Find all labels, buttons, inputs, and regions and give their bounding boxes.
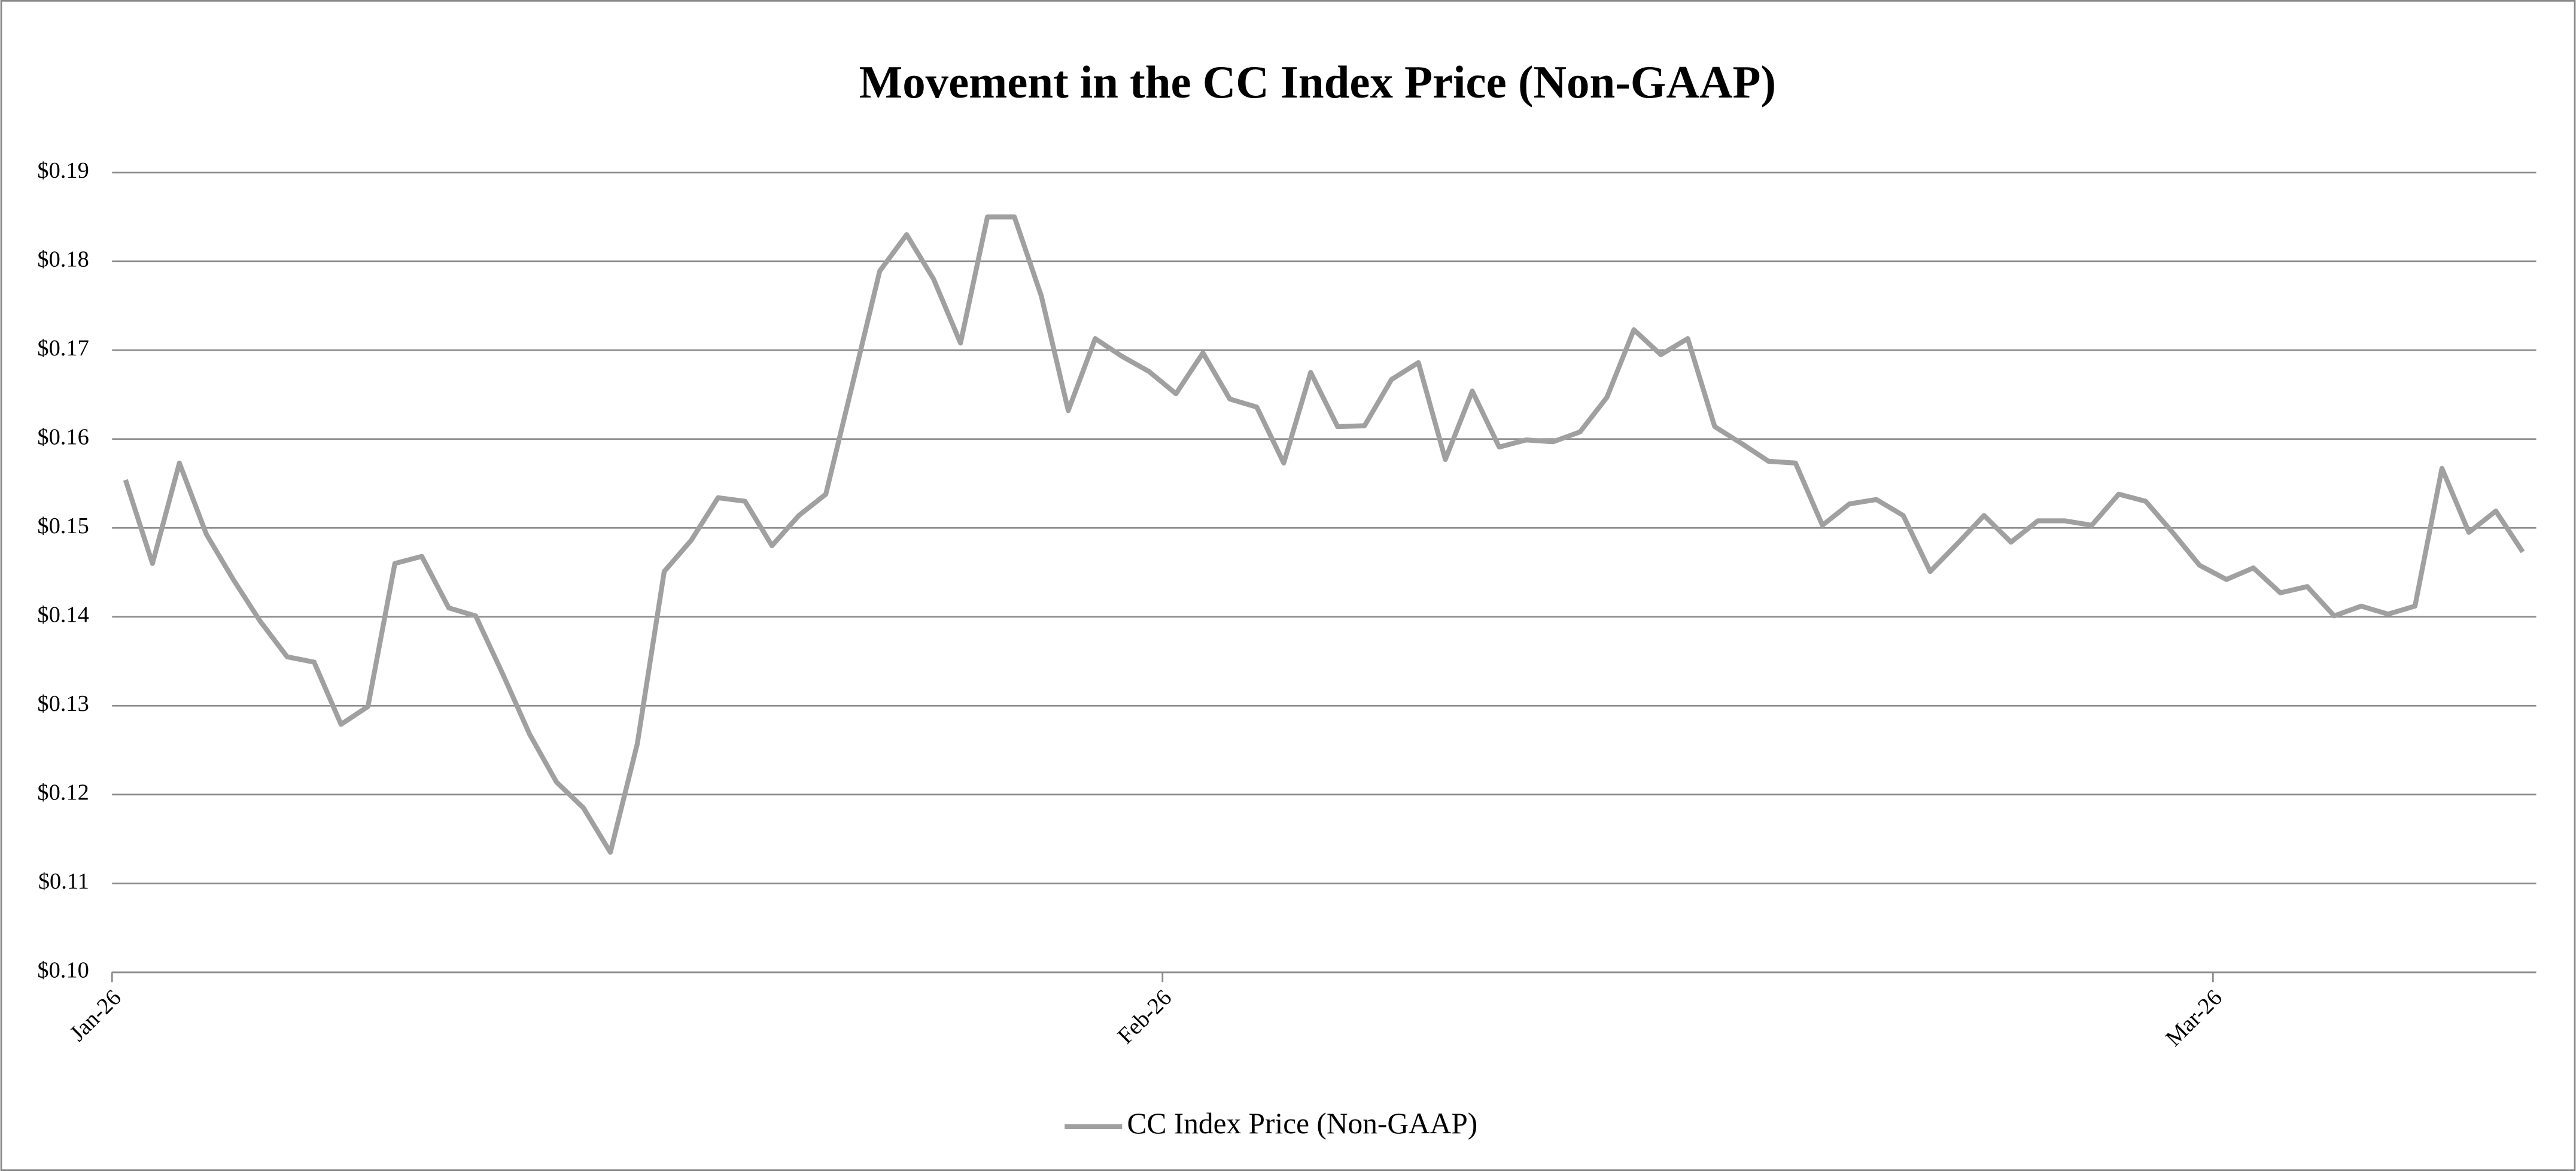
y-tick-label: $0.12 <box>37 780 89 805</box>
y-tick-label: $0.17 <box>37 336 89 361</box>
y-tick-label: $0.13 <box>37 691 89 716</box>
y-tick-label: $0.14 <box>37 603 89 628</box>
legend-label: CC Index Price (Non-GAAP) <box>1127 1107 1478 1140</box>
y-tick-label: $0.19 <box>37 158 89 183</box>
chart-title: Movement in the CC Index Price (Non-GAAP… <box>859 57 1776 108</box>
y-tick-label: $0.15 <box>37 513 89 539</box>
series-line <box>123 214 2525 855</box>
y-tick-label: $0.10 <box>37 958 89 983</box>
y-tick-label: $0.18 <box>37 247 89 272</box>
y-tick-label: $0.11 <box>38 869 89 894</box>
y-tick-label: $0.16 <box>37 425 89 450</box>
